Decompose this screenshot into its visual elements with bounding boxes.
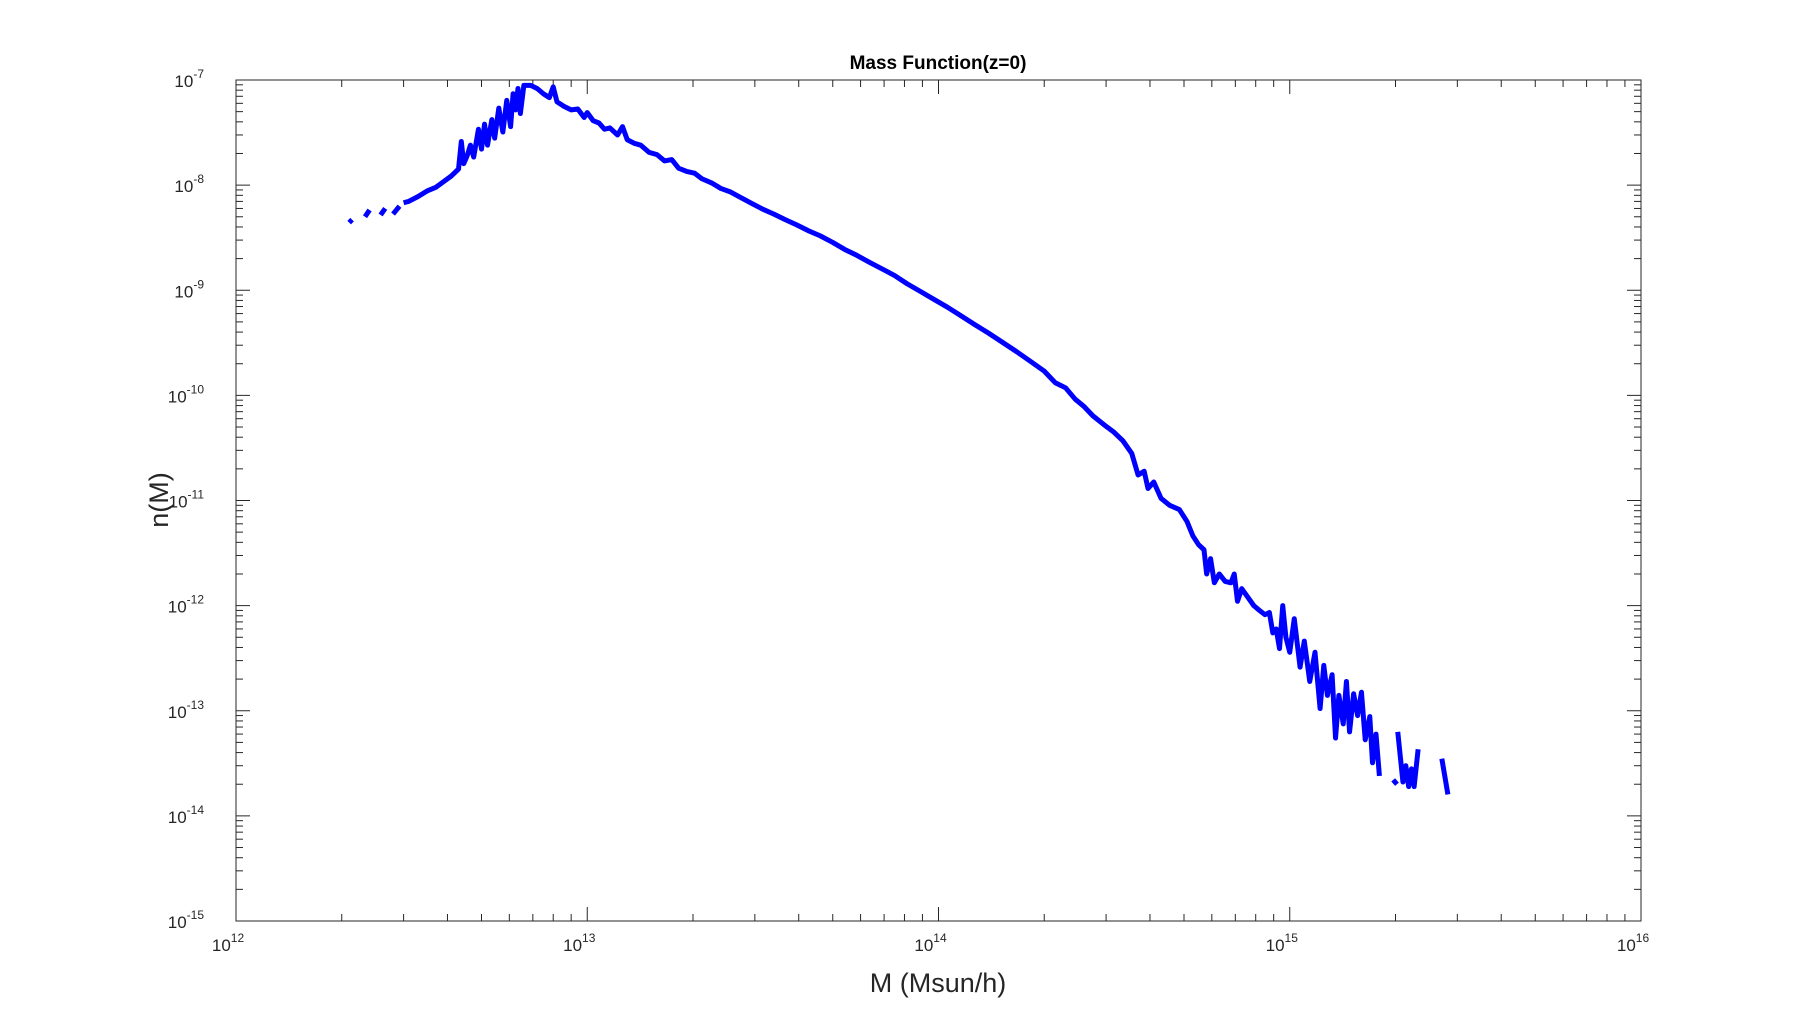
x-tick-label: 1013 [563, 931, 596, 955]
minor-ticks [236, 80, 1641, 921]
plot-area [235, 79, 1642, 922]
series-line-segment [362, 208, 372, 219]
mass-function-series [347, 82, 1451, 795]
y-tick-label: 10-8 [174, 172, 204, 196]
x-tick-label: 1016 [1617, 931, 1650, 955]
y-tick-label: 10-15 [168, 908, 205, 932]
y-tick-label: 10-13 [168, 698, 205, 722]
y-tick-label: 10-11 [169, 488, 205, 512]
chart-title: Mass Function(z=0) [850, 53, 1027, 74]
series-line-segment [1391, 778, 1399, 786]
series-line-segment [347, 217, 354, 225]
series-line-segment [391, 204, 402, 216]
series-line-segment [1439, 758, 1451, 795]
x-tick-label: 1012 [212, 931, 245, 955]
y-tick-label: 10-9 [174, 277, 204, 301]
y-tick-label: 10-14 [168, 803, 205, 827]
series-line-segment [402, 82, 1382, 777]
y-tick-label: 10-12 [168, 593, 205, 617]
x-tick-label: 1015 [1266, 931, 1299, 955]
x-tick-label: 1014 [914, 931, 947, 955]
y-tick-label: 10-7 [174, 67, 204, 91]
series-line-segment [378, 206, 388, 217]
y-axis-label: n(M) [144, 472, 174, 528]
axes-box [235, 79, 1642, 922]
major-ticks [235, 79, 1642, 922]
series-line-segment [1395, 731, 1421, 790]
x-tick-labels: 1012 1013 1014 1015 1016 [212, 931, 1650, 955]
y-tick-labels: 10-15 10-14 10-13 10-12 10-11 10-10 10-9 10-8 10… [168, 67, 205, 932]
y-tick-label: 10-10 [168, 382, 205, 406]
x-axis-label: M (Msun/h) [870, 968, 1007, 998]
